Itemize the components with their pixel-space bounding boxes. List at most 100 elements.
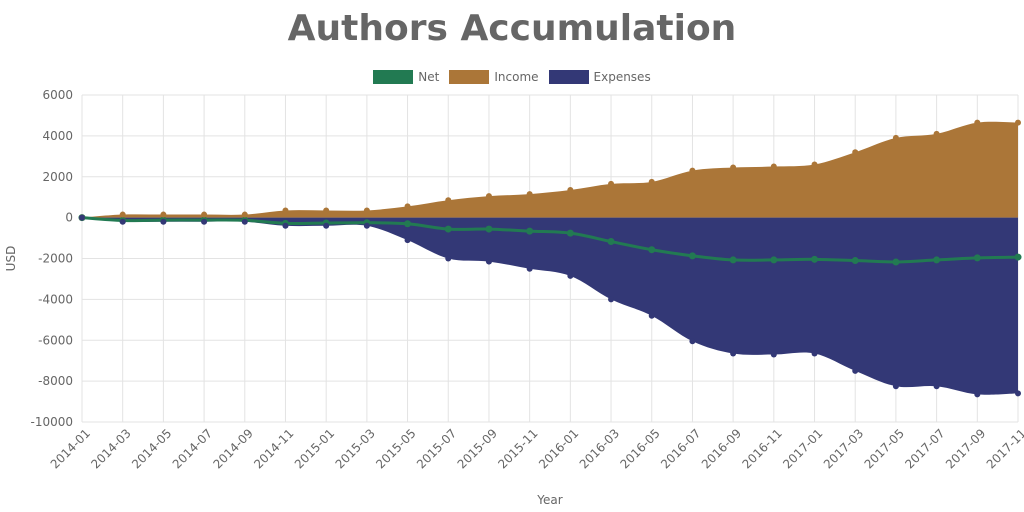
x-tick-label: 2017-03 — [821, 426, 866, 471]
point-income — [404, 203, 411, 210]
point-net — [933, 256, 941, 264]
x-tick-label: 2016-11 — [740, 426, 785, 471]
point-income — [485, 193, 492, 200]
point-expenses — [811, 350, 818, 357]
legend-item-income[interactable]: Income — [449, 70, 539, 84]
x-tick-label: 2014-09 — [210, 426, 255, 471]
x-tick-label: 2015-07 — [414, 426, 459, 471]
x-tick-label: 2016-03 — [577, 426, 622, 471]
point-net — [770, 256, 778, 264]
point-income — [282, 207, 289, 214]
area-layer — [82, 121, 1018, 395]
point-income — [160, 211, 167, 218]
legend-swatch-income — [449, 70, 490, 84]
point-income — [241, 211, 248, 218]
y-tick-label: -10000 — [30, 415, 73, 429]
point-expenses — [648, 312, 655, 319]
legend: Net Income Expenses — [0, 70, 1024, 84]
point-expenses — [567, 272, 574, 279]
x-tick-label: 2015-05 — [373, 426, 418, 471]
x-tick-label: 2014-07 — [170, 426, 215, 471]
point-expenses — [241, 218, 248, 225]
point-income — [1015, 119, 1021, 126]
legend-item-net[interactable]: Net — [373, 70, 439, 84]
x-tick-label: 2016-01 — [536, 426, 581, 471]
point-income — [730, 164, 737, 171]
x-tick-label: 2017-01 — [780, 426, 825, 471]
point-income — [567, 187, 574, 194]
point-income — [323, 207, 330, 214]
point-expenses — [892, 383, 899, 390]
point-net — [485, 225, 493, 233]
y-axis-title: USD — [4, 246, 18, 272]
point-net — [729, 256, 737, 264]
point-income — [445, 197, 452, 204]
point-expenses — [323, 222, 330, 229]
legend-label-income: Income — [494, 70, 539, 84]
x-tick-label: 2014-01 — [48, 426, 93, 471]
point-expenses — [1015, 390, 1021, 397]
point-net — [973, 254, 981, 262]
legend-label-expenses: Expenses — [593, 70, 651, 84]
point-net — [526, 227, 534, 235]
point-expenses — [689, 338, 696, 345]
x-axis-title: Year — [536, 493, 562, 507]
point-expenses — [485, 258, 492, 265]
x-tick-label: 2014-03 — [88, 426, 133, 471]
x-tick-label: 2016-05 — [617, 426, 662, 471]
y-tick-label: -8000 — [38, 374, 73, 388]
point-income — [119, 211, 126, 218]
point-income — [852, 149, 859, 156]
point-income — [689, 167, 696, 174]
x-tick-label: 2015-03 — [333, 426, 378, 471]
point-expenses — [770, 351, 777, 358]
x-tick-label: 2014-05 — [129, 426, 174, 471]
point-net — [444, 225, 452, 233]
x-tick-label: 2015-09 — [455, 426, 500, 471]
x-tick-label: 2014-11 — [251, 426, 296, 471]
area-income — [82, 121, 1018, 218]
legend-label-net: Net — [418, 70, 440, 84]
point-expenses — [160, 218, 167, 225]
point-income — [892, 134, 899, 141]
point-income — [608, 180, 615, 187]
point-expenses — [201, 218, 208, 225]
point-income — [201, 211, 208, 218]
chart-title: Authors Accumulation — [287, 8, 737, 49]
point-expenses — [363, 222, 370, 229]
point-net — [688, 252, 696, 260]
point-expenses — [730, 350, 737, 357]
y-tick-label: -2000 — [38, 252, 73, 266]
point-expenses — [608, 296, 615, 303]
points-layer — [78, 119, 1022, 398]
point-expenses — [119, 218, 126, 225]
point-income — [974, 119, 981, 126]
point-expenses — [526, 265, 533, 272]
legend-swatch-net — [373, 70, 414, 84]
x-tick-label: 2016-09 — [699, 426, 744, 471]
point-net — [566, 229, 574, 237]
x-tick-label: 2015-01 — [292, 426, 337, 471]
point-expenses — [404, 237, 411, 244]
point-income — [811, 161, 818, 168]
point-net — [607, 238, 615, 246]
point-expenses — [282, 222, 289, 229]
point-income — [648, 178, 655, 185]
point-expenses — [974, 391, 981, 398]
point-income — [933, 130, 940, 137]
point-expenses — [852, 367, 859, 374]
x-tick-label: 2017-09 — [943, 426, 988, 471]
point-net — [851, 257, 859, 265]
point-income — [363, 207, 370, 214]
y-tick-label: -6000 — [38, 333, 73, 347]
x-tick-label: 2017-11 — [984, 426, 1024, 471]
y-tick-label: 2000 — [42, 170, 73, 184]
y-axis: 6000 4000 2000 0 -2000 -4000 -6000 -8000 -10000 — [30, 88, 73, 429]
point-expenses — [445, 255, 452, 262]
y-tick-label: 4000 — [42, 129, 73, 143]
legend-item-expenses[interactable]: Expenses — [548, 70, 651, 84]
point-net — [811, 255, 819, 263]
point-expenses — [79, 214, 85, 221]
point-net — [892, 258, 900, 266]
